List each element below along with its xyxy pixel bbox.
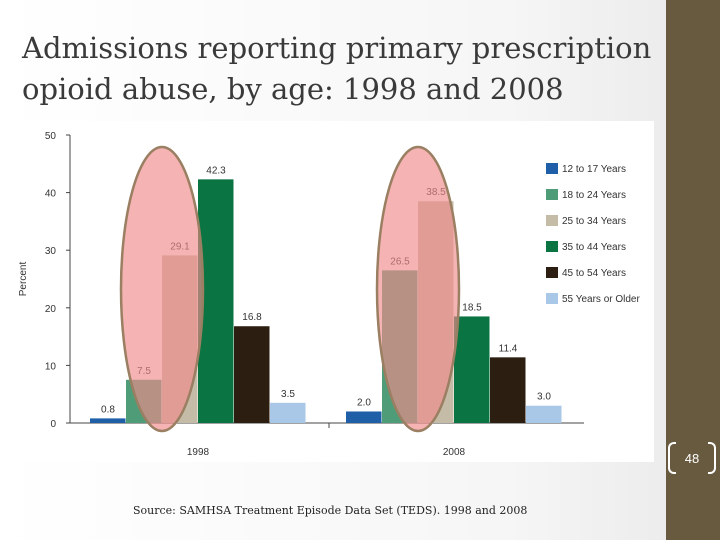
legend-label: 18 to 24 Years	[562, 190, 626, 201]
bar-data-label: 0.8	[101, 404, 115, 415]
y-tick-label: 50	[45, 131, 57, 142]
bar-chart: 01020304050Percent0.82.07.526.529.138.54…	[18, 131, 640, 458]
page-number-left-bracket	[668, 442, 676, 474]
slide-title-line-2: opioid abuse, by age: 1998 and 2008	[22, 72, 564, 106]
bar-55-years-or-older-2008	[526, 405, 562, 423]
bar-data-label: 3.0	[537, 392, 551, 403]
y-tick-label: 30	[45, 246, 57, 257]
bar-data-label: 3.5	[281, 389, 295, 400]
x-category-label: 2008	[443, 447, 466, 458]
y-tick-label: 0	[50, 419, 56, 430]
legend-label: 45 to 54 Years	[562, 268, 626, 279]
page-number-right-bracket	[708, 442, 716, 474]
bar-12-to-17-years-1998	[90, 418, 126, 423]
slide-title-line-1: Admissions reporting primary prescriptio…	[22, 31, 652, 65]
y-tick-label: 10	[45, 361, 57, 372]
highlight-ellipse-1998	[119, 145, 205, 433]
slide-title: Admissions reporting primary prescriptio…	[22, 28, 662, 110]
y-tick-label: 20	[45, 304, 57, 315]
page-number-label: 48	[684, 451, 700, 466]
legend-label: 55 Years or Older	[562, 294, 640, 305]
bar-35-to-44-years-2008	[454, 316, 490, 423]
slide-sidebar	[666, 0, 720, 540]
chart-area: 01020304050Percent0.82.07.526.529.138.54…	[12, 121, 654, 462]
legend-label: 12 to 17 Years	[562, 164, 626, 175]
bar-45-to-54-years-2008	[490, 357, 526, 423]
legend-label: 25 to 34 Years	[562, 216, 626, 227]
legend-swatch	[546, 163, 558, 174]
y-axis-label: Percent	[18, 262, 29, 297]
legend-label: 35 to 44 Years	[562, 242, 626, 253]
bar-55-years-or-older-1998	[270, 402, 306, 423]
bar-45-to-54-years-1998	[234, 326, 270, 423]
bar-data-label: 18.5	[462, 302, 482, 313]
x-category-label: 1998	[187, 447, 210, 458]
bar-data-label: 2.0	[357, 397, 371, 408]
legend-swatch	[546, 215, 558, 226]
highlight-ellipse-2008	[375, 145, 461, 433]
bar-12-to-17-years-2008	[346, 411, 382, 423]
legend-swatch	[546, 189, 558, 200]
legend-swatch	[546, 267, 558, 278]
legend-swatch	[546, 293, 558, 304]
page-number: 48	[668, 440, 718, 478]
bar-data-label: 11.4	[499, 343, 518, 354]
y-tick-label: 40	[45, 189, 57, 200]
bar-data-label: 16.8	[242, 312, 262, 323]
bar-data-label: 42.3	[206, 165, 226, 176]
legend-swatch	[546, 241, 558, 252]
source-note: Source: SAMHSA Treatment Episode Data Se…	[133, 504, 528, 517]
